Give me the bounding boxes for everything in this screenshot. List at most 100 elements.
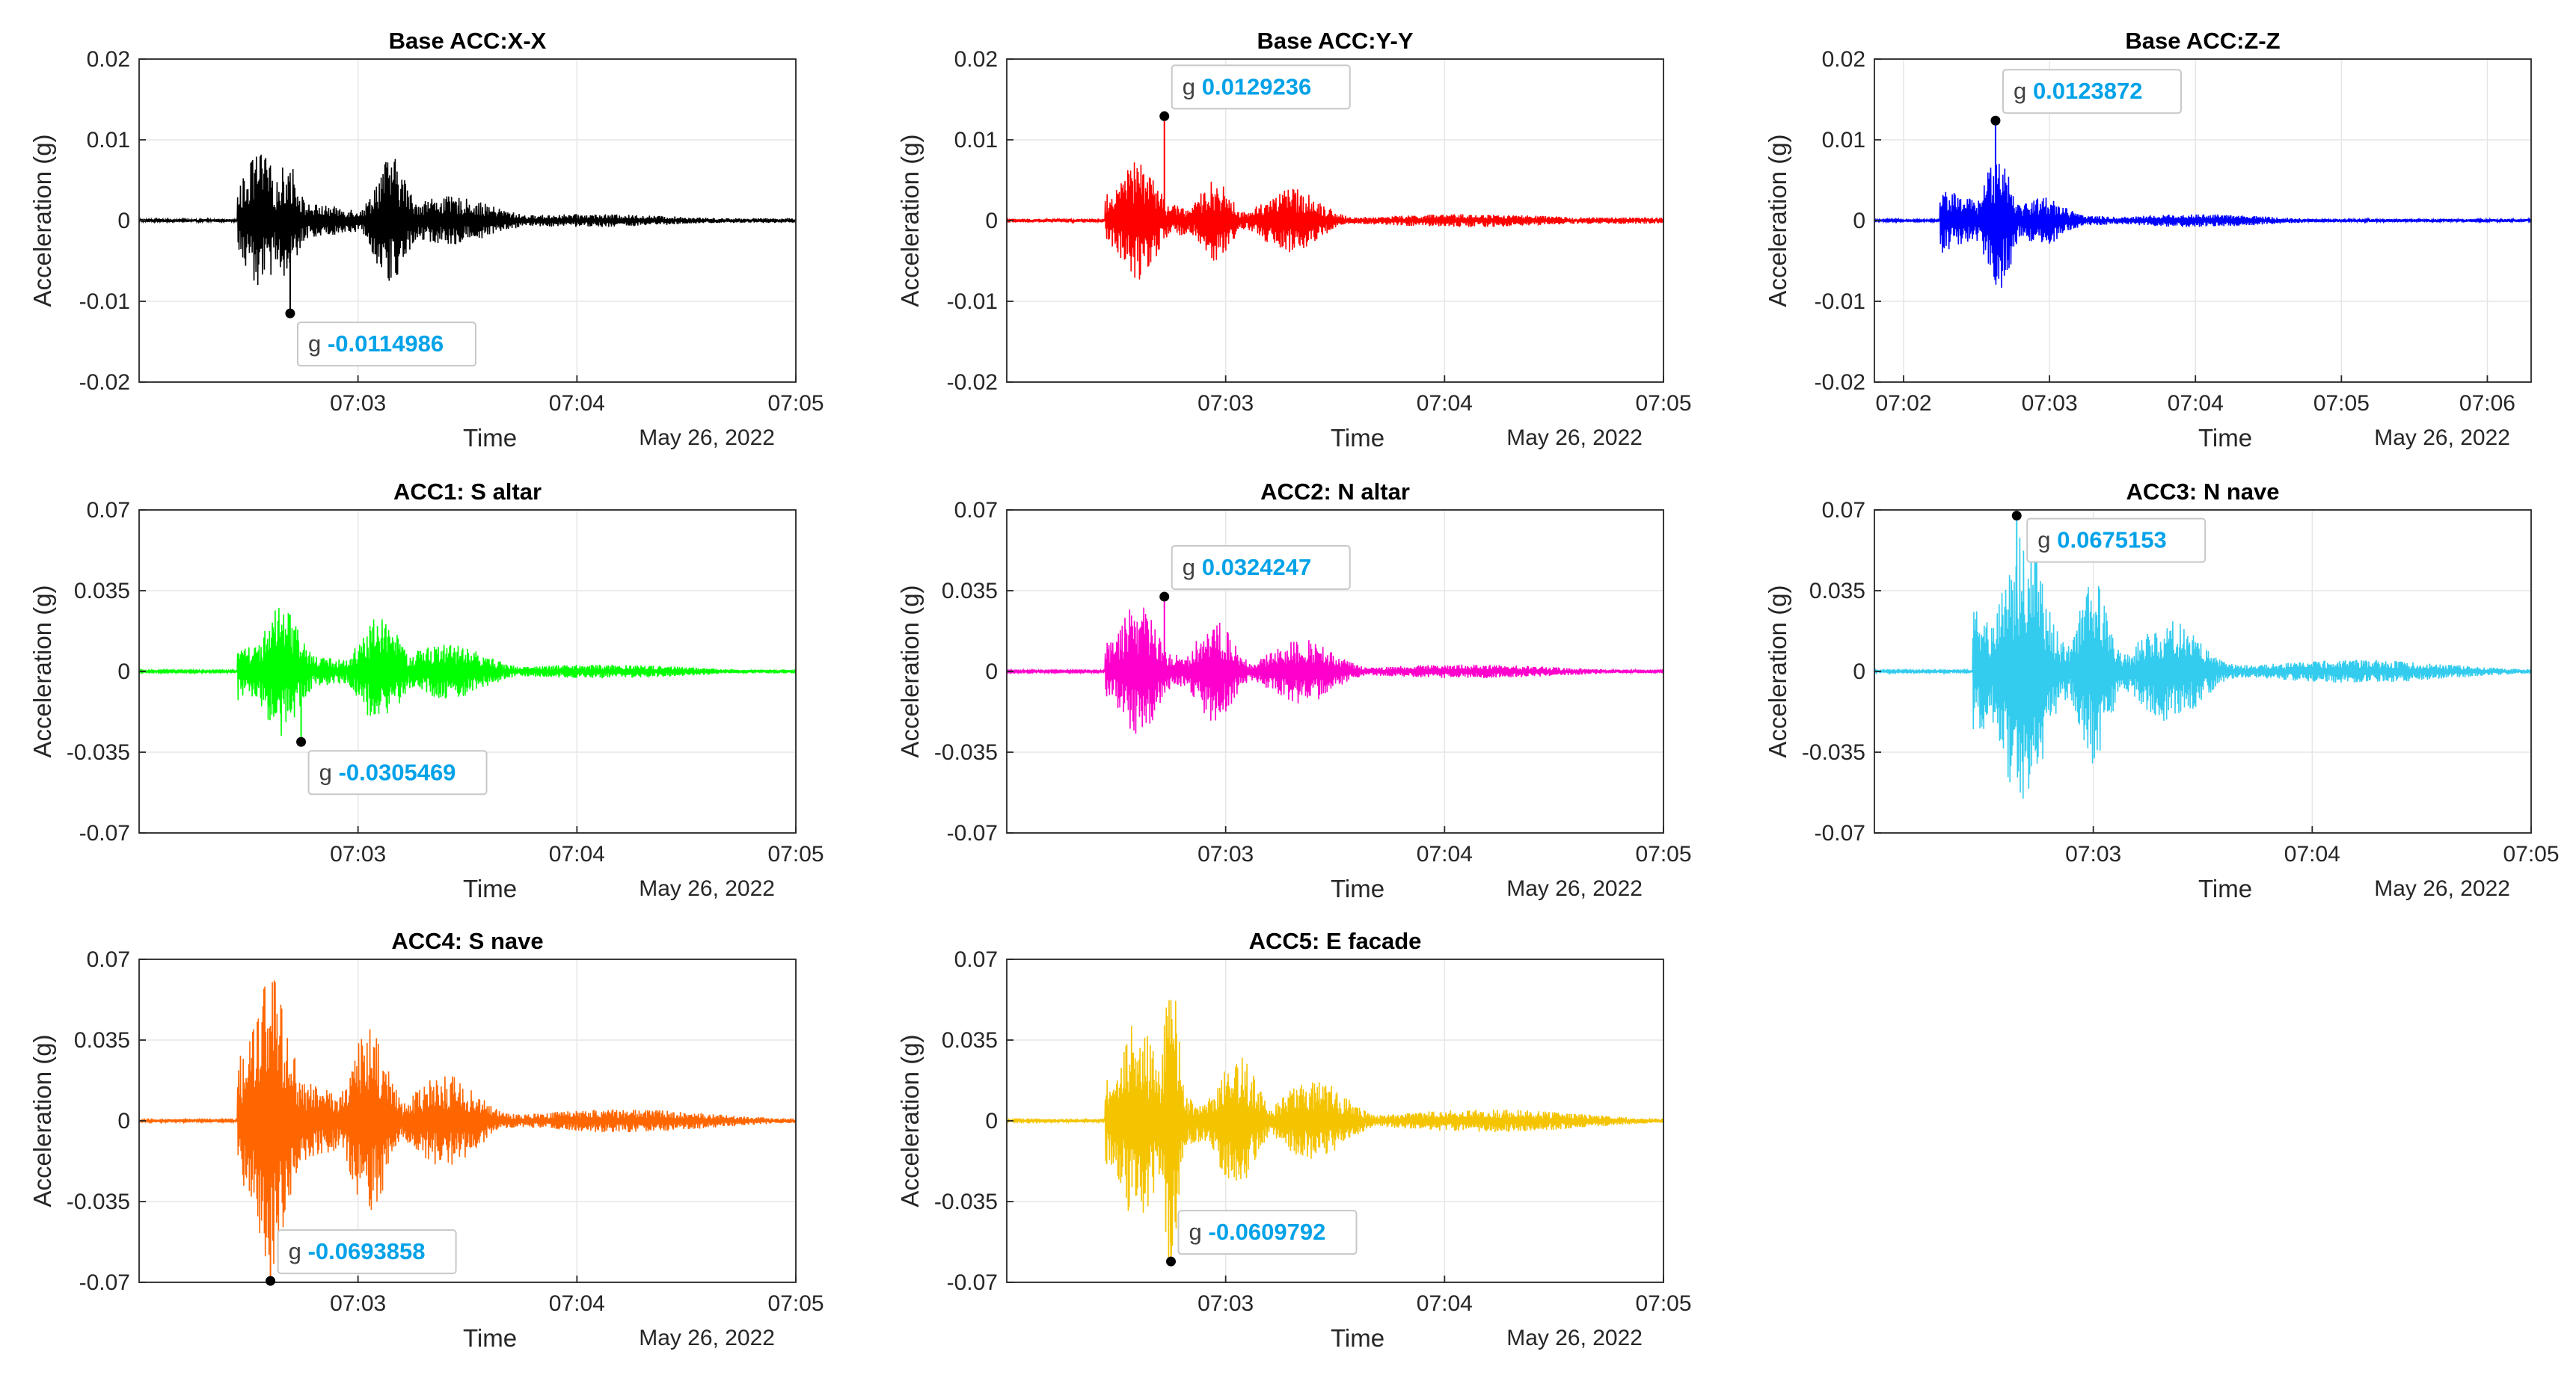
signal-line	[1874, 163, 2532, 288]
x-tick-label: 07:05	[1635, 391, 1691, 416]
datatip[interactable]: g -0.0609792	[1177, 1210, 1358, 1255]
x-tick-label: 07:03	[330, 1291, 386, 1316]
y-tick-label: 0	[1853, 209, 1865, 233]
y-axis-label: Acceleration (g)	[1764, 134, 1791, 307]
x-tick-label: 07:05	[1635, 842, 1691, 867]
y-tick-label: 0.035	[74, 1028, 130, 1053]
datatip-box	[2026, 517, 2207, 563]
y-tick-label: 0.01	[1822, 128, 1865, 153]
y-tick-label: 0.01	[954, 128, 998, 153]
datatip-marker[interactable]	[296, 736, 307, 747]
signal-line	[138, 980, 797, 1264]
datatip-marker[interactable]	[2011, 511, 2022, 521]
x-tick-label: 07:05	[2313, 391, 2370, 416]
x-tick-label: 07:06	[2459, 391, 2515, 416]
y-tick-label: 0	[985, 1109, 998, 1134]
x-tick-label: 07:03	[2022, 391, 2078, 416]
y-tick-label: 0	[117, 209, 130, 233]
x-tick-label: 07:05	[1635, 1291, 1691, 1316]
datatip-marker[interactable]	[1159, 111, 1170, 121]
x-axis-label: Time	[463, 424, 517, 452]
chart-panel-3: -0.02 -0.01 0 0.01 0.02 07:02 07:03 07:04 07:05 0…	[1764, 28, 2532, 452]
x-tick-label: 07:03	[1197, 1291, 1254, 1316]
y-axis-label: Acceleration (g)	[28, 1034, 56, 1207]
datatip-value: -0.0609792	[1209, 1219, 1326, 1245]
chart-panel-1: -0.02 -0.01 0 0.01 0.02 07:03 07:04 07:05 Base A…	[28, 28, 824, 452]
datatip-value: 0.0675153	[2057, 527, 2167, 553]
x-axis-label: Time	[1331, 875, 1384, 902]
y-tick-label: -0.02	[1815, 370, 1865, 395]
y-tick-label: 0.035	[1809, 579, 1865, 603]
datatip-marker[interactable]	[1166, 1256, 1176, 1267]
x-tick-label: 07:05	[767, 1291, 824, 1316]
datatip-marker[interactable]	[1990, 115, 2001, 126]
chart-panel-8: -0.07 -0.035 0 0.035 0.07 07:03 07:04 07:05 ACC5…	[896, 928, 1692, 1352]
x-axis-label: Time	[2198, 424, 2252, 452]
y-axis-label: Acceleration (g)	[28, 134, 56, 307]
chart-title: ACC4: S nave	[391, 928, 543, 954]
datatip[interactable]: g 0.0675153	[2026, 517, 2207, 563]
datatip-label: g	[308, 330, 321, 357]
x-tick-label: 07:05	[767, 842, 824, 867]
datatip[interactable]: g -0.0305469	[307, 750, 488, 796]
chart-title: Base ACC:Z-Z	[2125, 28, 2280, 54]
y-axis-label: Acceleration (g)	[1764, 585, 1791, 757]
y-tick-label: -0.035	[934, 740, 998, 765]
y-tick-label: -0.02	[79, 370, 130, 395]
datatip[interactable]: g -0.0114986	[296, 322, 476, 367]
y-tick-label: 0.02	[954, 47, 998, 72]
y-tick-label: 0.07	[954, 947, 998, 972]
y-tick-label: 0.01	[87, 128, 130, 153]
datatip-box	[1177, 1210, 1358, 1255]
date-label: May 26, 2022	[2374, 876, 2510, 901]
y-axis-label: Acceleration (g)	[896, 134, 924, 307]
y-tick-label: 0.035	[942, 1028, 998, 1053]
signal-line	[138, 608, 797, 736]
chart-title: ACC1: S altar	[393, 479, 542, 505]
datatip[interactable]: g 0.0123872	[2002, 69, 2182, 114]
date-label: May 26, 2022	[639, 425, 775, 450]
y-tick-label: 0.035	[74, 579, 130, 603]
datatip[interactable]: g -0.0693858	[277, 1229, 457, 1275]
y-tick-label: 0.035	[942, 579, 998, 603]
y-tick-label: -0.02	[947, 370, 998, 395]
datatip-marker[interactable]	[1159, 591, 1170, 602]
date-label: May 26, 2022	[1506, 425, 1643, 450]
datatip-value: -0.0114986	[328, 330, 444, 357]
y-tick-label: -0.07	[947, 821, 998, 846]
datatip[interactable]: g 0.0129236	[1171, 64, 1351, 110]
chart-panel-6: -0.07 -0.035 0 0.035 0.07 07:03 07:04 07:05 ACC3…	[1764, 479, 2560, 902]
datatip-label: g	[2037, 527, 2050, 553]
y-tick-label: 0.02	[87, 47, 130, 72]
y-tick-label: -0.035	[934, 1190, 998, 1214]
x-tick-label: 07:03	[330, 391, 386, 416]
date-label: May 26, 2022	[639, 876, 775, 901]
signal-line	[1874, 538, 2532, 799]
y-tick-label: 0	[985, 659, 998, 684]
chart-title: Base ACC:Y-Y	[1257, 28, 1413, 54]
x-axis-label: Time	[1331, 424, 1384, 452]
chart-title: ACC2: N altar	[1260, 479, 1410, 505]
y-tick-label: -0.035	[1802, 740, 1865, 765]
datatip-marker[interactable]	[266, 1276, 276, 1286]
datatip-value: -0.0305469	[339, 759, 456, 785]
y-tick-label: -0.07	[947, 1270, 998, 1295]
y-tick-label: 0	[117, 659, 130, 684]
datatip-value: 0.0129236	[1202, 73, 1312, 99]
y-tick-label: 0	[1853, 659, 1865, 684]
x-tick-label: 07:03	[1197, 391, 1254, 416]
datatip-marker[interactable]	[285, 308, 295, 319]
signal-line	[1006, 1000, 1664, 1261]
x-tick-label: 07:04	[1417, 391, 1473, 416]
x-tick-label: 07:04	[549, 391, 605, 416]
y-tick-label: 0	[985, 209, 998, 233]
x-tick-label: 07:04	[549, 1291, 605, 1316]
signal-line	[138, 154, 797, 286]
datatip-label: g	[1189, 1219, 1202, 1245]
signal-line	[1006, 607, 1664, 734]
date-label: May 26, 2022	[1506, 1326, 1643, 1350]
x-tick-label: 07:02	[1875, 391, 1931, 416]
chart-title: ACC5: E facade	[1249, 928, 1422, 954]
datatip[interactable]: g 0.0324247	[1171, 544, 1351, 590]
